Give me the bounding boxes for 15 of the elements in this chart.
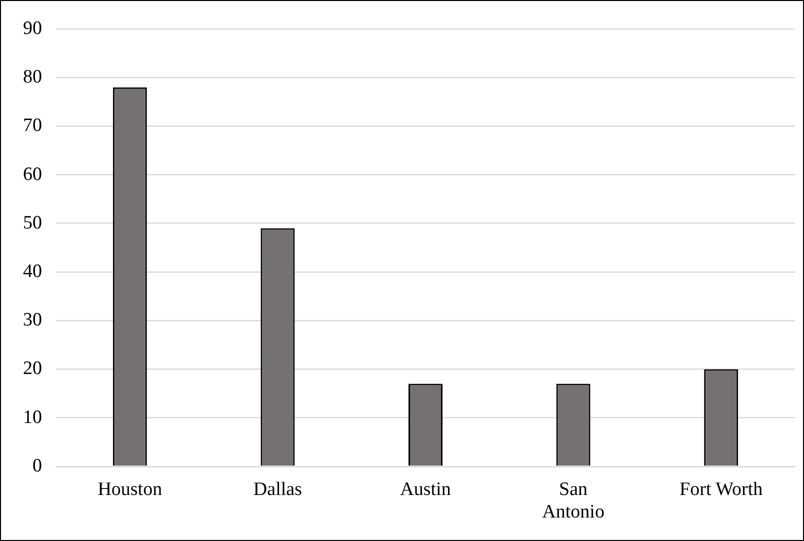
y-tick-label: 20 xyxy=(23,358,42,380)
y-tick-label: 40 xyxy=(23,260,42,282)
y-tick-label: 10 xyxy=(23,406,42,428)
x-tick-label: Houston xyxy=(98,478,163,500)
y-tick-label: 90 xyxy=(23,18,42,39)
y-tick-label: 60 xyxy=(23,164,42,185)
y-tick-label: 50 xyxy=(23,212,42,234)
x-tick-label: Dallas xyxy=(253,478,302,500)
x-tick-label: Austin xyxy=(400,478,452,500)
y-tick-label: 70 xyxy=(23,115,42,136)
y-tick-label: 0 xyxy=(32,455,42,476)
x-tick-label: San Antonio xyxy=(542,478,604,523)
y-tick-label: 30 xyxy=(23,310,42,331)
x-tick-label: Fort Worth xyxy=(680,478,764,500)
y-tick-label: 80 xyxy=(23,66,42,88)
